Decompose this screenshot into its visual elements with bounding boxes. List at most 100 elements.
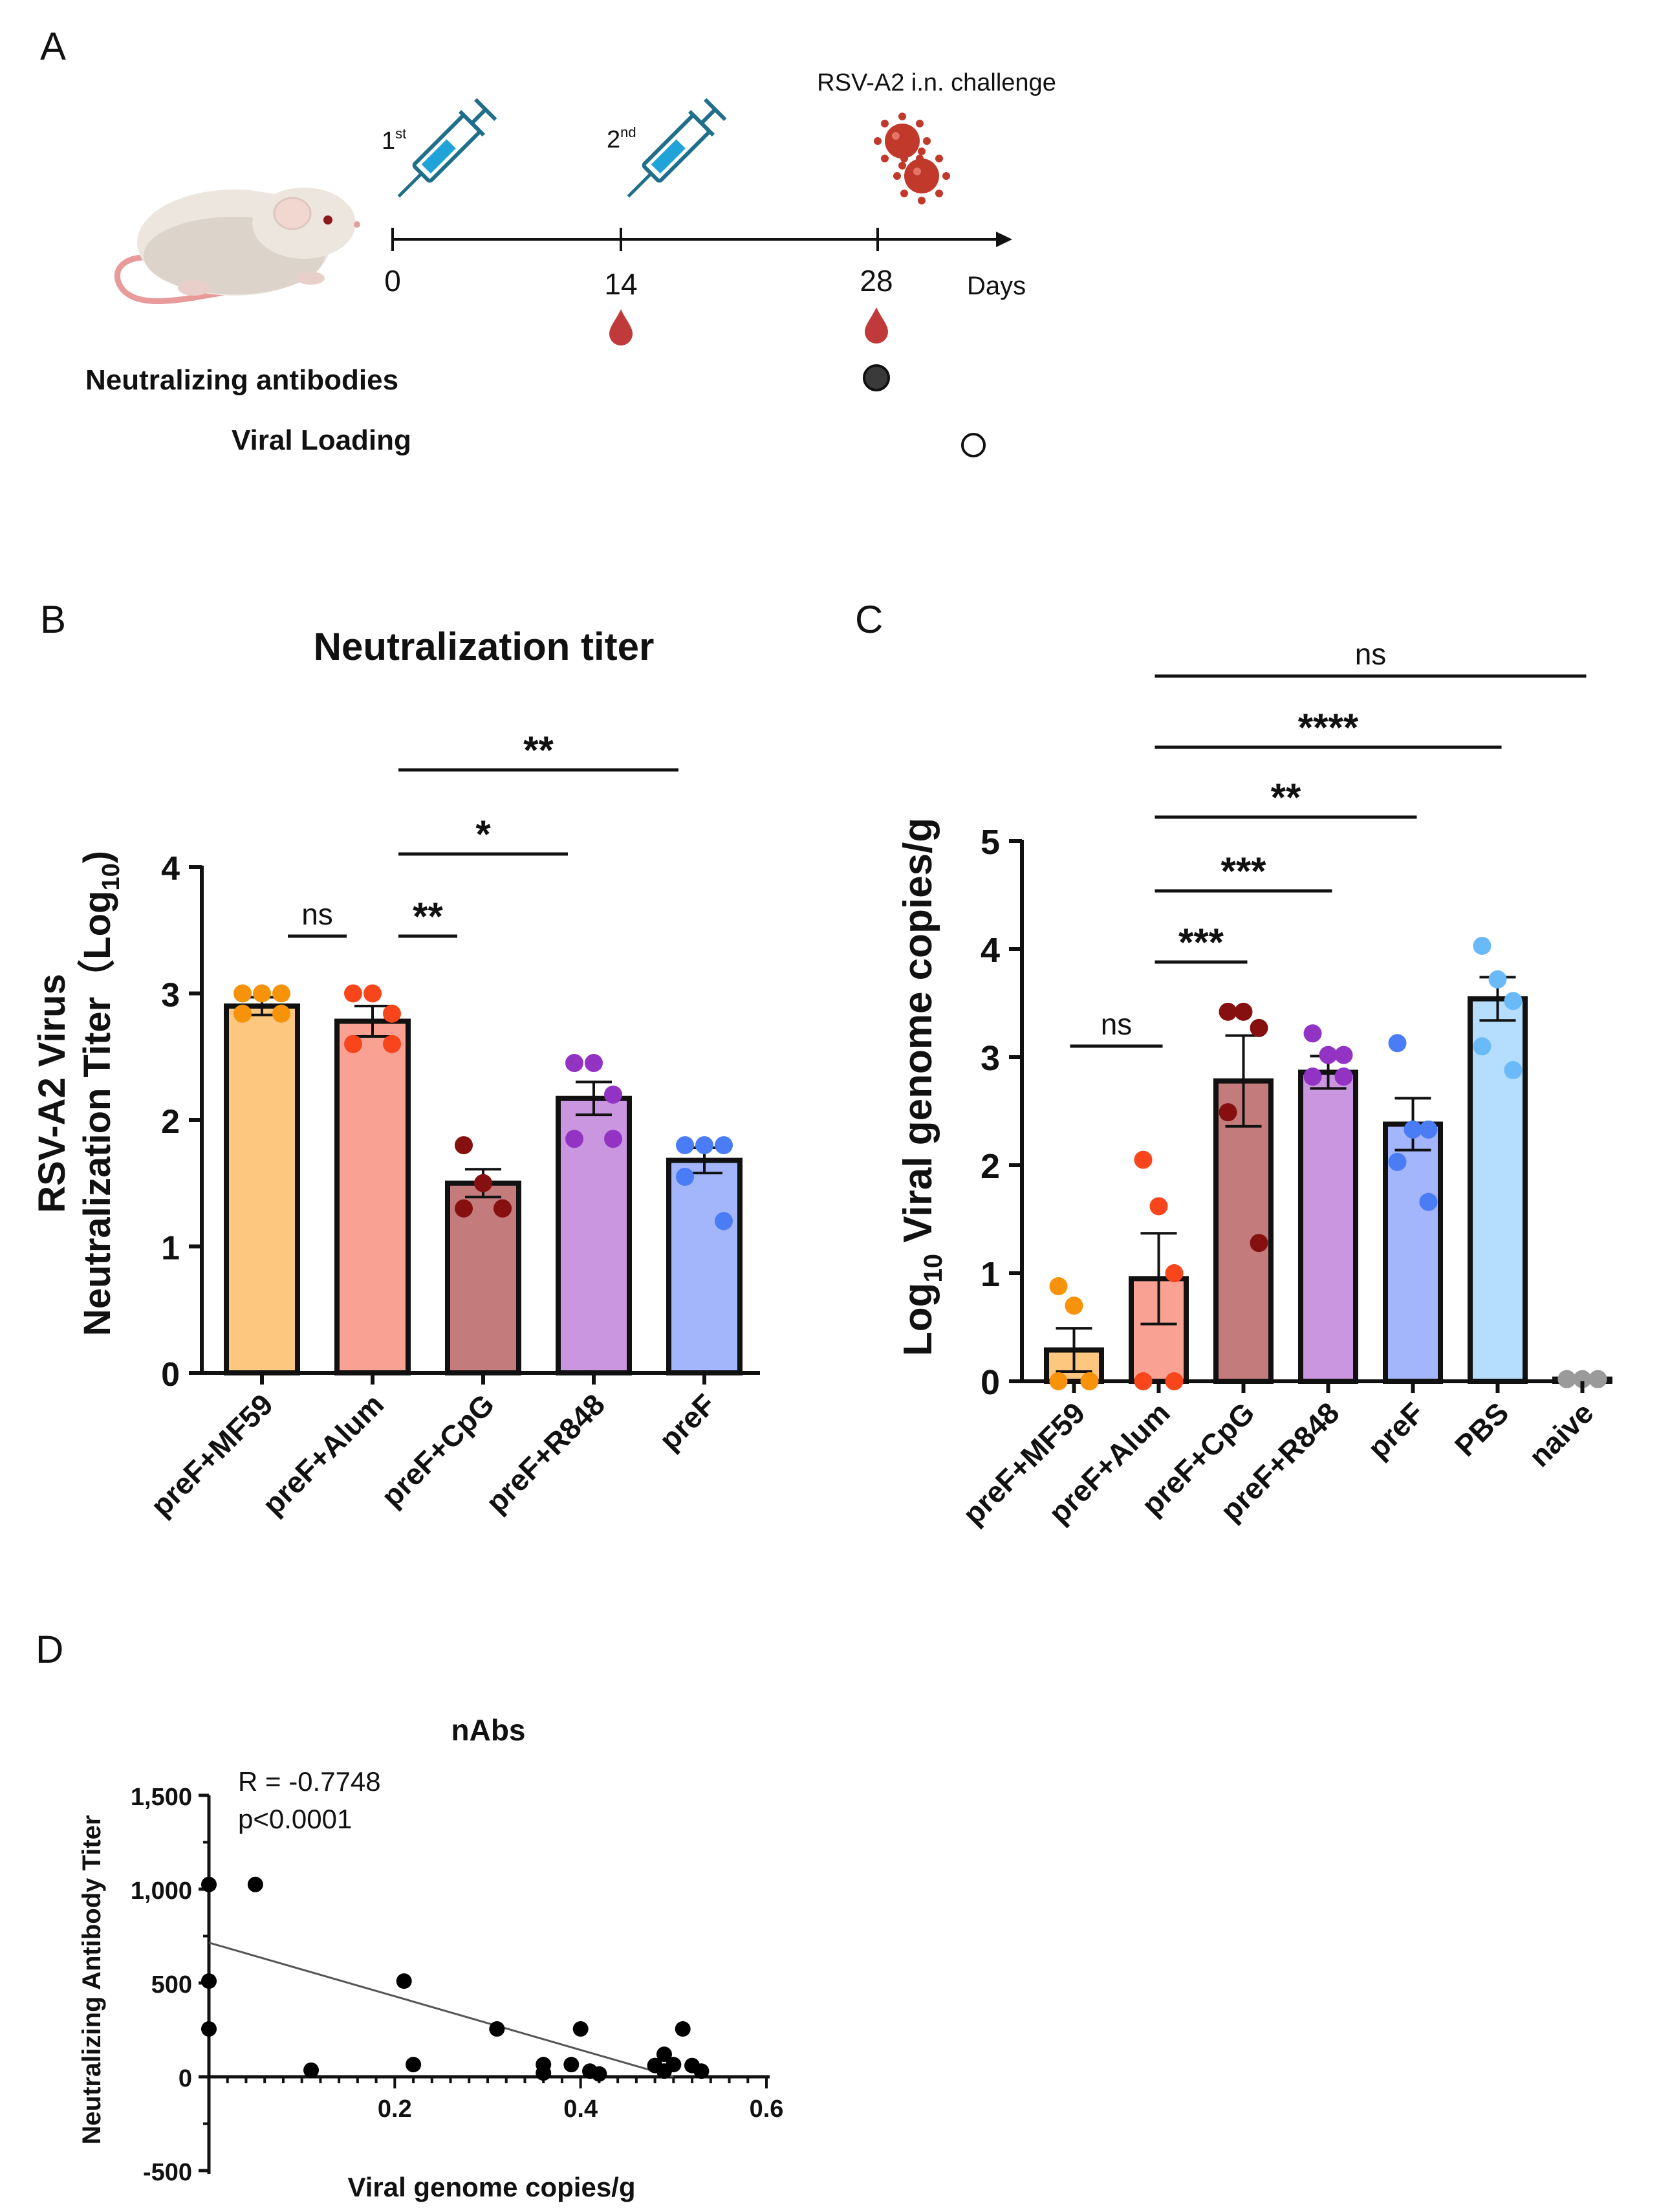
svg-text:Log10 Viral genome copies/g: Log10 Viral genome copies/g	[896, 818, 948, 1356]
timeline-day-0: 0	[384, 264, 401, 298]
panel-d: D nAbs R = -0.7748 p<0.0001 Viral genome…	[36, 1628, 783, 2202]
dose2-label: 2nd	[607, 124, 636, 153]
significance-label: ****	[1298, 706, 1359, 749]
data-point	[585, 1054, 603, 1073]
x-tick-label: preF+MF59	[144, 1387, 279, 1522]
data-point	[344, 984, 362, 1003]
data-point	[233, 1004, 252, 1023]
bar-preF+Alum	[334, 1018, 411, 1375]
blood-drop-icon	[609, 309, 633, 345]
data-point	[474, 1174, 492, 1192]
data-point	[1065, 1297, 1083, 1315]
data-point	[676, 1167, 694, 1186]
panel-d-ylabel-group: Neutralizing Antibody Titer	[78, 1815, 106, 2145]
x-tick-label: preF+Alum	[256, 1387, 391, 1522]
panel-a-letter: A	[40, 25, 66, 68]
x-tick-label: 0.6	[750, 2096, 784, 2123]
data-point	[493, 1199, 512, 1218]
data-point	[272, 984, 290, 1003]
panel-b-plot: 01234preF+MF59preF+AlumpreF+CpGpreF+R848…	[144, 728, 760, 1523]
x-tick-label: preF+R848	[479, 1387, 611, 1519]
data-point	[1504, 992, 1523, 1011]
data-point	[676, 1136, 694, 1155]
data-point	[383, 1004, 401, 1023]
significance-label: ns	[1355, 637, 1387, 671]
data-point	[383, 1035, 401, 1053]
panel-b-title: Neutralization titer	[314, 625, 655, 668]
data-point	[715, 1212, 733, 1231]
y-tick-label: 500	[151, 1971, 192, 1998]
data-point	[1134, 1150, 1153, 1169]
panel-a: A 0 14 28 Days 1st 2nd	[40, 25, 1056, 457]
data-point	[272, 1004, 290, 1023]
data-point	[1303, 1024, 1322, 1043]
y-tick-label: 2	[981, 1147, 1000, 1186]
data-point	[1134, 1372, 1153, 1390]
data-point	[1165, 1372, 1184, 1390]
x-tick-label: PBS	[1448, 1396, 1515, 1463]
data-point	[695, 1136, 713, 1155]
panel-c-letter: C	[855, 598, 883, 641]
data-point	[455, 1199, 473, 1218]
panel-d-ylabel: Neutralizing Antibody Titer	[78, 1815, 106, 2145]
x-tick-label: 0.2	[378, 2096, 412, 2123]
data-point	[455, 1136, 473, 1155]
data-point	[1557, 1370, 1576, 1388]
data-point	[693, 2063, 710, 2079]
y-tick-label: 1	[161, 1230, 180, 1267]
bar-preF+MF59	[224, 1003, 300, 1376]
significance-label: ***	[1220, 849, 1266, 893]
legend-open-circle-marker	[961, 433, 986, 457]
timeline-days-label: Days	[967, 272, 1026, 300]
significance-label: *	[475, 813, 491, 856]
panel-c: C Log10 Viral genome copies/g 0 1 2 3 4 5 preF…	[855, 598, 1612, 1531]
panel-b-letter: B	[40, 598, 66, 641]
data-point	[1504, 1061, 1523, 1080]
data-point	[1388, 1152, 1407, 1171]
y-tick-label: 1,500	[131, 1784, 192, 1811]
data-point	[1419, 1192, 1438, 1211]
data-point	[604, 1085, 622, 1104]
virus-icon	[874, 113, 950, 204]
panel-b-ylabel: RSV-A2 Virus Neutralization Titer（Log10)	[31, 851, 125, 1336]
data-point	[536, 2065, 552, 2081]
bar-preF	[666, 1157, 743, 1376]
data-point	[344, 1035, 362, 1053]
data-point	[1589, 1370, 1607, 1388]
svg-text:Neutralization Titer（Log10): Neutralization Titer（Log10)	[76, 851, 125, 1336]
data-point	[1388, 1034, 1407, 1053]
data-point	[1080, 1372, 1099, 1390]
panel-c-ylabel: Log10 Viral genome copies/g	[896, 818, 948, 1356]
data-point	[1473, 936, 1491, 955]
data-point	[1165, 1264, 1184, 1282]
timeline-day-28: 28	[860, 264, 893, 298]
data-point	[396, 1973, 412, 1989]
data-point	[1234, 1002, 1253, 1021]
data-point	[563, 2057, 580, 2073]
data-point	[565, 1130, 583, 1148]
challenge-label: RSV-A2 i.n. challenge	[817, 69, 1056, 96]
y-tick-label: 0	[179, 2065, 192, 2092]
data-point	[1334, 1046, 1353, 1064]
panel-d-title: nAbs	[451, 1713, 526, 1747]
x-tick-label: preF	[1361, 1396, 1430, 1465]
data-point	[1219, 1002, 1237, 1021]
data-point	[1573, 1370, 1592, 1388]
legend-viral-loading: Viral Loading	[232, 424, 411, 456]
significance-label: ns	[301, 897, 333, 931]
data-point	[1250, 1018, 1268, 1037]
data-point	[565, 1054, 583, 1073]
timeline-day-14: 14	[604, 267, 637, 301]
data-point	[1049, 1372, 1068, 1390]
legend-filled-circle-marker	[863, 364, 890, 391]
panel-c-plot: 012345preF+MF59preF+AlumpreF+CpGpreF+R84…	[956, 637, 1612, 1531]
data-point	[253, 984, 271, 1003]
data-point	[1319, 1046, 1338, 1064]
bar-preF+R848	[1298, 1069, 1358, 1384]
data-point	[1219, 1103, 1237, 1122]
regression-line	[208, 1942, 674, 2078]
data-point	[1419, 1120, 1438, 1139]
y-tick-label: 1	[981, 1255, 1000, 1294]
data-point	[201, 1876, 217, 1892]
data-point	[1250, 1234, 1268, 1253]
